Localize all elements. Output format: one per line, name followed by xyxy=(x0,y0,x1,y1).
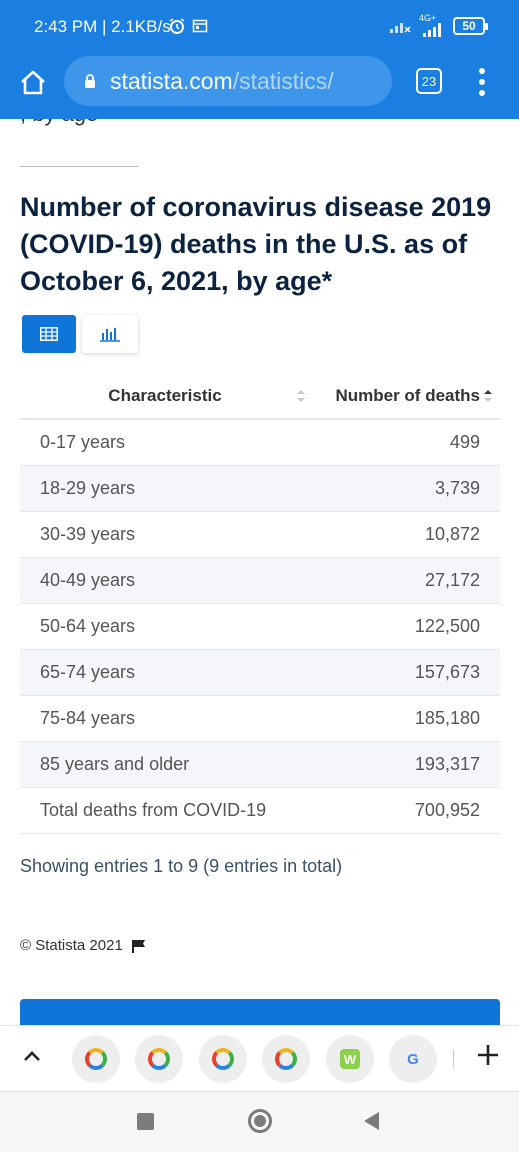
status-bar: 2:43 PM | 2.1KB/s 4G+ 50 xyxy=(0,0,519,56)
table-row: 30-39 years 10,872 xyxy=(20,511,500,558)
row-label: 50-64 years xyxy=(20,603,310,650)
chevron-up-icon[interactable] xyxy=(22,1046,42,1066)
home-icon[interactable] xyxy=(18,68,48,98)
tab-switcher-button[interactable]: 23 xyxy=(416,68,442,94)
row-value: 193,317 xyxy=(310,741,500,788)
row-label: Total deaths from COVID-19 xyxy=(20,787,310,834)
lock-icon xyxy=(85,73,95,88)
signal-x-icon xyxy=(390,22,411,33)
chrome-ring-icon xyxy=(148,1048,170,1070)
table-row: 50-64 years 122,500 xyxy=(20,603,500,650)
row-value: 499 xyxy=(310,419,500,466)
tab-thumbnail[interactable]: W xyxy=(326,1035,374,1083)
divider xyxy=(20,166,138,167)
alarm-icon xyxy=(169,18,185,34)
data-table: Characteristic Number of deaths 0-17 yea… xyxy=(20,373,500,834)
row-value: 3,739 xyxy=(310,465,500,512)
chart-view-button[interactable] xyxy=(82,315,138,353)
status-icons xyxy=(168,17,208,35)
entries-info: Showing entries 1 to 9 (9 entries in tot… xyxy=(20,856,343,876)
row-value: 185,180 xyxy=(310,695,500,742)
tab-strip: W G xyxy=(0,1025,519,1091)
row-label: 75-84 years xyxy=(20,695,310,742)
column-header-label: Number of deaths xyxy=(335,385,480,405)
new-tab-plus-icon[interactable] xyxy=(476,1043,500,1067)
cutoff-text: , by age xyxy=(20,119,98,127)
table-row: 85 years and older 193,317 xyxy=(20,741,500,788)
address-bar[interactable]: statista.com/statistics/ xyxy=(64,56,392,106)
row-label: 65-74 years xyxy=(20,649,310,696)
row-value: 27,172 xyxy=(310,557,500,604)
sort-ascending-icon xyxy=(484,390,492,402)
w-app-icon: W xyxy=(340,1049,360,1069)
promo-banner[interactable] xyxy=(20,999,500,1025)
tab-thumbnail[interactable] xyxy=(72,1035,120,1083)
table-row: 0-17 years 499 xyxy=(20,419,500,466)
chrome-ring-icon xyxy=(212,1048,234,1070)
row-label: 0-17 years xyxy=(20,419,310,466)
home-circle-icon[interactable] xyxy=(248,1109,272,1133)
chrome-ring-icon xyxy=(275,1048,297,1070)
row-label: 18-29 years xyxy=(20,465,310,512)
bar-chart-icon xyxy=(100,328,120,342)
column-header-deaths[interactable]: Number of deaths xyxy=(310,373,500,420)
divider xyxy=(453,1049,454,1069)
row-value: 700,952 xyxy=(310,787,500,834)
status-right: 4G+ 50 xyxy=(389,14,488,37)
row-label: 40-49 years xyxy=(20,557,310,604)
column-header-characteristic[interactable]: Characteristic xyxy=(20,373,310,420)
recents-icon[interactable] xyxy=(137,1113,154,1130)
browser-toolbar: statista.com/statistics/ 23 xyxy=(0,56,519,119)
table-row: 75-84 years 185,180 xyxy=(20,695,500,742)
table-view-button[interactable] xyxy=(22,315,76,353)
view-toggle xyxy=(22,315,138,353)
tab-thumbnail[interactable] xyxy=(262,1035,310,1083)
copyright: © Statista 2021 xyxy=(20,937,147,954)
table-row: 18-29 years 3,739 xyxy=(20,465,500,512)
status-time: 2:43 PM | 2.1KB/s xyxy=(34,17,171,36)
sort-icon xyxy=(297,390,305,402)
google-icon: G xyxy=(407,1050,419,1068)
page-content: , by age Number of coronavirus disease 2… xyxy=(0,119,519,1025)
url-path: /statistics/ xyxy=(232,67,334,94)
network-indicator: 4G+ xyxy=(419,14,445,37)
system-nav-bar xyxy=(0,1091,519,1152)
copyright-text: © Statista 2021 xyxy=(20,937,123,954)
row-value: 122,500 xyxy=(310,603,500,650)
tab-thumbnail[interactable]: G xyxy=(389,1035,437,1083)
tab-thumbnail[interactable] xyxy=(199,1035,247,1083)
table-row: 65-74 years 157,673 xyxy=(20,649,500,696)
battery-indicator: 50 xyxy=(453,16,488,35)
column-header-label: Characteristic xyxy=(108,385,222,405)
page-title: Number of coronavirus disease 2019 (COVI… xyxy=(20,192,492,296)
row-value: 10,872 xyxy=(310,511,500,558)
row-label: 85 years and older xyxy=(20,741,310,788)
table-row: 40-49 years 27,172 xyxy=(20,557,500,604)
table-icon xyxy=(40,327,58,341)
tab-thumbnail[interactable] xyxy=(135,1035,183,1083)
row-value: 157,673 xyxy=(310,649,500,696)
chrome-ring-icon xyxy=(85,1048,107,1070)
network-type: 4G+ xyxy=(419,13,437,23)
overflow-menu-icon[interactable] xyxy=(474,68,490,96)
table-row: Total deaths from COVID-19 700,952 xyxy=(20,787,500,834)
url-text: statista.com/statistics/ xyxy=(110,68,334,95)
back-icon[interactable] xyxy=(364,1112,379,1130)
calendar-icon xyxy=(192,19,208,33)
table-header-row: Characteristic Number of deaths xyxy=(20,373,500,420)
signal-bars-icon xyxy=(423,23,441,37)
url-domain: statista.com xyxy=(110,67,233,94)
row-label: 30-39 years xyxy=(20,511,310,558)
flag-icon[interactable] xyxy=(131,939,147,953)
